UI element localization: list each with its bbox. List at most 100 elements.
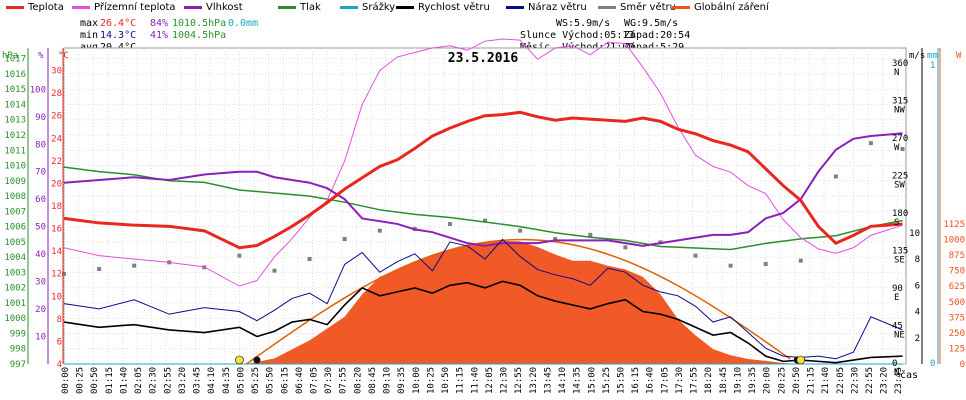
tick-degc: 14 bbox=[51, 247, 62, 257]
tick-pct: 90 bbox=[35, 113, 46, 123]
axis-label-pct: % bbox=[38, 51, 44, 61]
tick-hpa: 1007 bbox=[4, 207, 26, 217]
x-tick-label: 21:15 bbox=[807, 367, 817, 394]
x-tick-label: 07:30 bbox=[324, 367, 334, 394]
tick-direction-name: NE bbox=[894, 331, 905, 341]
x-tick-label: 06:15 bbox=[280, 367, 290, 394]
tick-pct: 60 bbox=[35, 195, 46, 205]
tick-direction-name: W bbox=[894, 143, 900, 153]
x-tick-label: 07:05 bbox=[310, 367, 320, 394]
tick-direction-name: NW bbox=[894, 106, 905, 116]
x-tick-label: 02:05 bbox=[134, 367, 144, 394]
legend-item: Náraz větru bbox=[506, 2, 587, 13]
tick-direction-deg: 90 bbox=[892, 284, 903, 294]
tick-hpa: 1011 bbox=[4, 146, 26, 156]
tick-hpa: 1014 bbox=[4, 100, 26, 110]
tick-degc: 10 bbox=[51, 292, 62, 302]
wind-direction-point bbox=[518, 228, 523, 233]
wind-gust-line bbox=[63, 238, 903, 360]
x-tick-label: 08:20 bbox=[353, 367, 363, 394]
tick-degc: 20 bbox=[51, 179, 62, 189]
wind-direction-point bbox=[868, 141, 873, 146]
tick-w: 500 bbox=[949, 298, 965, 308]
stat-sun: Slunce Východ:05:13 bbox=[520, 30, 635, 41]
x-tick-label: 05:25 bbox=[251, 367, 261, 394]
x-tick-label: 18:20 bbox=[704, 367, 714, 394]
tick-degc: 26 bbox=[51, 112, 62, 122]
tick-hpa: 999 bbox=[10, 329, 26, 339]
x-tick-label: 14:10 bbox=[558, 367, 568, 394]
wind-direction-point bbox=[237, 253, 242, 258]
x-tick-label: 13:20 bbox=[529, 367, 539, 394]
wind-direction-point bbox=[833, 174, 838, 179]
tick-direction-deg: 45 bbox=[892, 322, 903, 332]
stat-min-hum: 41% bbox=[150, 30, 169, 41]
x-tick-label: 04:10 bbox=[207, 367, 217, 394]
x-tick-label: 02:30 bbox=[149, 367, 159, 394]
x-tick-label: 15:25 bbox=[602, 367, 612, 394]
x-tick-label: 20:00 bbox=[763, 367, 773, 394]
tick-mm: 0 bbox=[930, 359, 935, 369]
legend-item: Teplota bbox=[6, 2, 64, 13]
tick-hpa: 1010 bbox=[4, 162, 26, 172]
legend-swatch bbox=[396, 5, 414, 9]
tick-ms: 2 bbox=[915, 334, 920, 344]
stat-wg: WG:9.5m/s bbox=[624, 18, 679, 29]
legend-item: Rychlost větru bbox=[396, 2, 490, 13]
legend-swatch bbox=[672, 5, 690, 9]
axis-label-w: W bbox=[956, 51, 962, 61]
wind-direction-point bbox=[728, 263, 733, 268]
x-tick-label: 05:00 bbox=[236, 367, 246, 394]
tick-direction-deg: 270 bbox=[892, 134, 908, 144]
legend-item: Směr větru bbox=[598, 2, 676, 13]
tick-direction-name: N bbox=[894, 68, 899, 78]
legend-item: Srážky bbox=[340, 2, 395, 13]
x-tick-label: 09:35 bbox=[397, 367, 407, 394]
wind-direction-point bbox=[483, 218, 487, 223]
tick-degc: 8 bbox=[57, 315, 62, 325]
tick-degc: 16 bbox=[51, 225, 62, 235]
x-tick-label: 22:55 bbox=[865, 367, 875, 394]
tick-mm: 1 bbox=[930, 61, 935, 71]
tick-degc: 6 bbox=[57, 337, 62, 347]
tick-hpa: 1003 bbox=[4, 268, 26, 278]
tick-w: 125 bbox=[949, 344, 965, 354]
tick-pct: 70 bbox=[35, 168, 46, 178]
tick-hpa: 1006 bbox=[4, 223, 26, 233]
stat-ws: WS:5.9m/s bbox=[556, 18, 611, 29]
stat-min-press: 1004.5hPa bbox=[172, 30, 227, 41]
x-axis-label: čas bbox=[900, 369, 918, 381]
wind-direction-point bbox=[307, 257, 312, 261]
tick-pct: 80 bbox=[35, 140, 46, 150]
stat-max-press: 1010.5hPa bbox=[172, 18, 227, 29]
tick-direction-deg: 315 bbox=[892, 97, 908, 107]
x-tick-label: 11:15 bbox=[456, 367, 466, 394]
stat-max-rain: 0.0mm bbox=[228, 18, 259, 29]
x-tick-label: 12:30 bbox=[500, 367, 510, 394]
wind-direction-point bbox=[900, 147, 905, 151]
x-tick-label: 04:35 bbox=[222, 367, 232, 394]
tick-pct: 10 bbox=[35, 333, 46, 343]
wind-direction-point bbox=[377, 228, 382, 233]
tick-degc: 24 bbox=[51, 134, 62, 144]
stat-max-label: max bbox=[80, 18, 99, 29]
tick-direction-deg: 135 bbox=[892, 247, 908, 257]
tick-direction-name: S bbox=[894, 218, 899, 228]
x-tick-label: 06:40 bbox=[295, 367, 305, 394]
x-tick-label: 16:15 bbox=[631, 367, 641, 394]
tick-hpa: 1017 bbox=[4, 55, 26, 65]
x-tick-label: 09:10 bbox=[383, 367, 393, 394]
tick-w: 0 bbox=[960, 360, 965, 370]
tick-hpa: 1008 bbox=[4, 192, 26, 202]
x-tick-label: 03:45 bbox=[193, 367, 203, 394]
legend-label: Vlhkost bbox=[206, 2, 243, 13]
tick-direction-deg: 0 bbox=[892, 359, 897, 369]
tick-hpa: 997 bbox=[10, 360, 26, 370]
tick-w: 625 bbox=[949, 282, 965, 292]
x-tick-label: 10:00 bbox=[412, 367, 422, 394]
legend-swatch bbox=[506, 5, 524, 9]
tick-direction-deg: 225 bbox=[892, 172, 908, 182]
x-tick-label: 08:45 bbox=[368, 367, 378, 394]
tick-ms: 4 bbox=[915, 308, 920, 318]
tick-pct: 100 bbox=[30, 85, 46, 95]
